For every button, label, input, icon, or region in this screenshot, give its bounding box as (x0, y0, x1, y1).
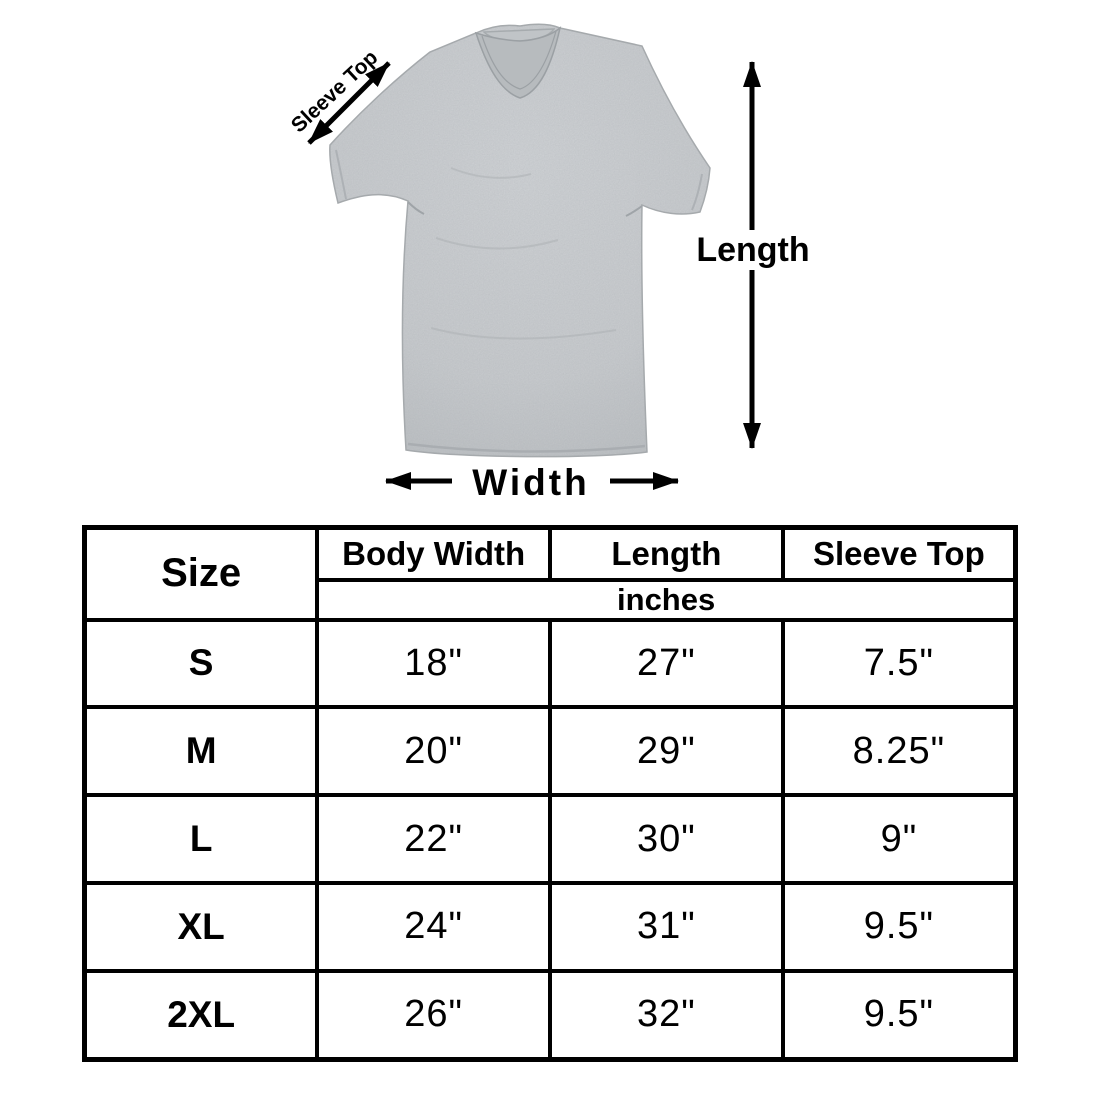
table-header-row: Size Body Width Length Sleeve Top (82, 525, 1018, 622)
column-header-body-width: Body Width (315, 525, 552, 582)
table-row: L 22" 30" 9" (82, 793, 1018, 885)
body-width-cell: 22" (315, 793, 552, 885)
size-cell: S (82, 617, 320, 710)
table-row: S 18" 27" 7.5" (82, 617, 1018, 710)
sleeve-top-cell: 8.25" (780, 705, 1018, 798)
body-width-cell: 26" (315, 968, 552, 1062)
length-cell: 27" (548, 617, 785, 710)
size-cell: L (82, 793, 320, 885)
table-row: M 20" 29" 8.25" (82, 705, 1018, 798)
length-label: Length (678, 230, 828, 270)
column-header-size: Size (82, 525, 320, 622)
table-row: XL 24" 31" 9.5" (82, 880, 1018, 973)
body-width-cell: 20" (315, 705, 552, 798)
size-cell: XL (82, 880, 320, 973)
unit-label: inches (315, 577, 1018, 622)
size-chart-table: Size Body Width Length Sleeve Top inches… (82, 525, 1018, 1062)
size-cell: M (82, 705, 320, 798)
width-label: Width (472, 462, 590, 503)
table-unit-row: inches (85, 577, 1018, 622)
table-row: 2XL 26" 32" 9.5" (82, 968, 1018, 1062)
body-width-cell: 18" (315, 617, 552, 710)
sleeve-top-cell: 7.5" (780, 617, 1018, 710)
length-cell: 30" (548, 793, 785, 885)
column-header-length: Length (548, 525, 785, 582)
length-cell: 32" (548, 968, 785, 1062)
sleeve-top-cell: 9" (780, 793, 1018, 885)
sleeve-top-cell: 9.5" (780, 968, 1018, 1062)
body-width-cell: 24" (315, 880, 552, 973)
size-cell: 2XL (82, 968, 320, 1062)
length-cell: 31" (548, 880, 785, 973)
sleeve-top-cell: 9.5" (780, 880, 1018, 973)
length-cell: 29" (548, 705, 785, 798)
tshirt-image (329, 23, 711, 458)
column-header-sleeve-top: Sleeve Top (780, 525, 1018, 582)
